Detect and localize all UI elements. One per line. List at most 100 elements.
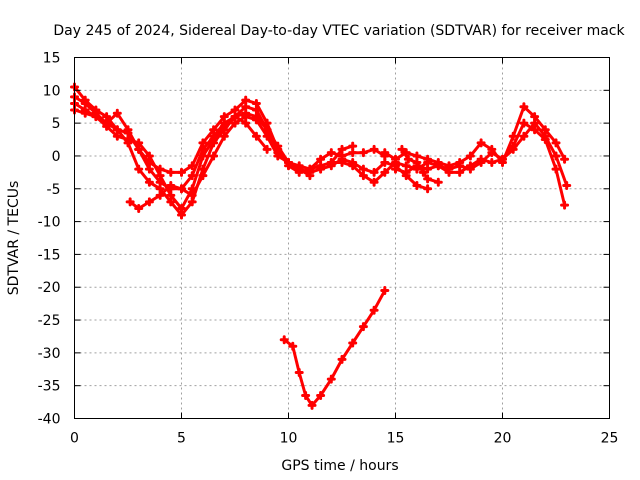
data-point <box>403 154 413 164</box>
data-point <box>412 151 422 161</box>
data-point <box>401 161 411 171</box>
data-point <box>241 102 251 112</box>
data-point <box>465 151 475 161</box>
y-tick-label: -40 <box>38 412 61 428</box>
y-axis-label: SDTVAR / TECUs <box>6 181 22 296</box>
data-point <box>294 164 304 174</box>
data-point <box>123 135 133 145</box>
data-point <box>348 141 358 151</box>
data-point <box>230 105 240 115</box>
data-point <box>551 164 561 174</box>
data-point <box>198 138 208 148</box>
data-point <box>144 164 154 174</box>
data-point <box>487 144 497 154</box>
data-point <box>198 144 208 154</box>
data-point <box>380 158 390 168</box>
series-layer <box>70 82 572 410</box>
data-point <box>251 105 261 115</box>
data-point <box>423 154 433 164</box>
data-point <box>519 118 529 128</box>
data-point <box>476 138 486 148</box>
data-point <box>358 148 368 158</box>
data-point <box>358 322 368 332</box>
y-tick-label: -30 <box>38 346 61 362</box>
data-point <box>444 161 454 171</box>
data-point <box>262 131 272 141</box>
data-point <box>412 180 422 190</box>
data-point <box>508 131 518 141</box>
data-point <box>397 144 407 154</box>
data-point <box>348 148 358 158</box>
data-point <box>209 151 219 161</box>
data-point <box>551 151 561 161</box>
x-tick-label: 25 <box>601 431 619 447</box>
data-point <box>241 118 251 128</box>
y-tick-label: -20 <box>38 280 61 296</box>
data-point <box>337 158 347 168</box>
data-point <box>288 341 298 351</box>
data-point <box>209 125 219 135</box>
y-tick-label: -15 <box>38 247 61 263</box>
data-point <box>358 171 368 181</box>
data-point <box>219 131 229 141</box>
data-point <box>177 203 186 213</box>
data-point <box>230 118 240 128</box>
data-point <box>337 354 347 364</box>
data-point <box>316 391 326 401</box>
data-point <box>348 161 358 171</box>
data-point <box>251 115 261 125</box>
data-point <box>166 190 176 200</box>
data-point <box>540 125 550 135</box>
data-point <box>358 164 368 174</box>
data-point <box>369 177 379 187</box>
data-point <box>380 286 390 296</box>
data-point <box>241 112 251 122</box>
data-point <box>391 154 400 164</box>
data-point <box>262 144 272 154</box>
data-point <box>177 184 186 194</box>
data-point <box>144 151 154 161</box>
data-point <box>562 180 572 190</box>
data-point <box>112 108 122 118</box>
data-point <box>294 368 304 378</box>
data-point <box>177 167 186 177</box>
data-point <box>498 154 507 164</box>
data-point <box>144 197 154 207</box>
data-point <box>198 171 208 181</box>
data-point <box>326 158 336 168</box>
data-point <box>487 158 497 168</box>
data-point <box>476 154 486 164</box>
data-point <box>125 197 135 207</box>
data-point <box>177 210 186 220</box>
data-point <box>262 125 272 135</box>
plot-frame <box>74 57 610 419</box>
y-tick-label: -25 <box>38 313 61 329</box>
data-point <box>144 177 154 187</box>
data-point <box>423 174 433 184</box>
data-point <box>305 167 315 177</box>
data-point <box>326 374 336 384</box>
data-point <box>418 167 428 177</box>
y-tick-label: 10 <box>43 83 61 99</box>
data-point <box>251 98 261 108</box>
data-point <box>155 184 165 194</box>
data-point <box>91 112 101 122</box>
data-point <box>166 180 176 190</box>
data-point <box>155 171 165 181</box>
data-point <box>301 391 311 401</box>
data-point <box>102 121 112 131</box>
x-axis-label: GPS time / hours <box>281 458 398 474</box>
x-tick-label: 15 <box>387 431 405 447</box>
data-point <box>508 141 518 151</box>
data-point <box>187 184 197 194</box>
data-point <box>219 112 229 122</box>
data-point <box>391 164 400 174</box>
data-point <box>219 121 229 131</box>
series-line-track-j <box>282 289 387 407</box>
data-point <box>455 167 465 177</box>
data-point <box>134 203 144 213</box>
x-tick-label: 10 <box>280 431 298 447</box>
data-point <box>444 167 454 177</box>
x-tick-label: 20 <box>494 431 512 447</box>
